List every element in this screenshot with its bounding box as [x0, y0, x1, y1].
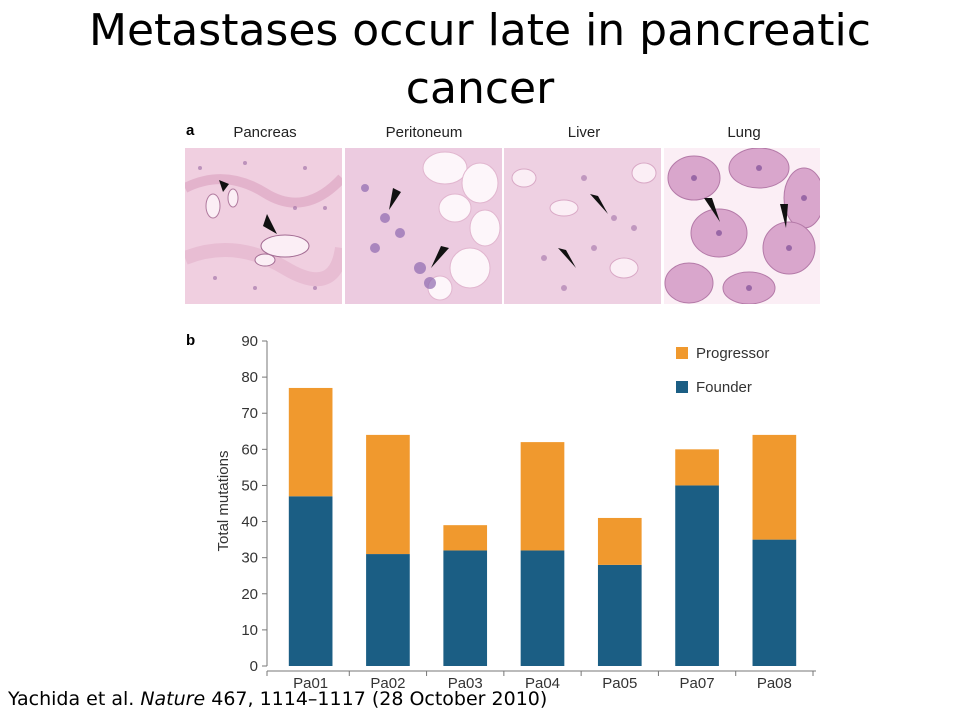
x-tick-label: Pa04	[525, 675, 560, 690]
bar-progressor-pa03	[443, 525, 488, 551]
bar-founder-pa07	[675, 485, 719, 666]
mutations-bar-chart: 0 10 20 30 40 50 60 70 80 90 Pa01 Pa02 Pa03 Pa04 Pa05…	[215, 333, 816, 690]
bar-founder-pa01	[288, 496, 333, 666]
bar-founder-pa04	[520, 550, 565, 666]
tissue-label-lung: Lung	[727, 124, 761, 141]
x-axis: Pa01 Pa02 Pa03 Pa04 Pa05 Pa07 Pa08	[266, 670, 816, 690]
histology-image-lung	[664, 148, 820, 304]
histology-image-peritoneum	[345, 148, 502, 304]
x-tick-label: Pa03	[448, 675, 483, 690]
legend: Progressor Founder	[676, 345, 769, 396]
x-tick-label: Pa05	[602, 675, 637, 690]
y-axis-label: Total mutations	[215, 451, 232, 552]
tissue-label-pancreas: Pancreas	[233, 124, 297, 141]
slide-title-line2: cancer	[405, 63, 555, 114]
y-tick-label: 0	[250, 658, 258, 675]
citation-details: 467, 1114–1117 (28 October 2010)	[205, 688, 548, 710]
x-tick-label: Pa02	[370, 675, 405, 690]
y-tick-label: 90	[241, 333, 258, 350]
legend-swatch-progressor	[676, 347, 688, 359]
citation-authors: Yachida et al.	[8, 688, 141, 710]
bar-progressor-pa04	[520, 442, 565, 551]
legend-label-progressor: Progressor	[696, 345, 769, 362]
y-tick-label: 30	[241, 550, 258, 567]
y-tick-label: 60	[241, 441, 258, 458]
bar-founder-pa05	[597, 564, 642, 666]
bar-progressor-pa08	[752, 434, 797, 540]
slide-title-line1: Metastases occur late in pancreatic	[89, 5, 871, 56]
tissue-label-liver: Liver	[567, 124, 601, 141]
panel-b-letter: b	[186, 332, 196, 349]
bar-founder-pa03	[443, 550, 488, 666]
y-tick-label: 50	[241, 477, 258, 494]
x-tick-label: Pa08	[757, 675, 792, 690]
bar-progressor-pa01	[288, 387, 333, 497]
citation-journal: Nature	[140, 688, 206, 710]
bars	[288, 387, 797, 666]
slide-title: Metastases occur late in pancreatic canc…	[0, 2, 960, 118]
arrow-icon	[219, 180, 229, 192]
legend-label-founder: Founder	[696, 379, 752, 396]
y-tick-label: 40	[241, 514, 258, 531]
bar-founder-pa02	[366, 554, 410, 666]
bar-progressor-pa07	[675, 449, 719, 486]
y-axis: 0 10 20 30 40 50 60 70 80 90	[241, 333, 268, 675]
y-tick-label: 20	[241, 586, 258, 603]
panel-a-letter: a	[186, 122, 195, 139]
x-tick-label: Pa07	[680, 675, 715, 690]
bar-founder-pa08	[752, 539, 797, 666]
histology-image-liver	[504, 148, 661, 304]
y-tick-label: 70	[241, 405, 258, 422]
y-tick-label: 80	[241, 369, 258, 386]
x-tick-label: Pa01	[293, 675, 328, 690]
citation: Yachida et al. Nature 467, 1114–1117 (28…	[8, 688, 547, 710]
bar-progressor-pa05	[597, 517, 642, 565]
tissue-label-peritoneum: Peritoneum	[385, 124, 463, 141]
legend-swatch-founder	[676, 381, 688, 393]
y-tick-label: 10	[241, 622, 258, 639]
bar-progressor-pa02	[366, 434, 410, 555]
histology-image-pancreas	[185, 148, 342, 304]
